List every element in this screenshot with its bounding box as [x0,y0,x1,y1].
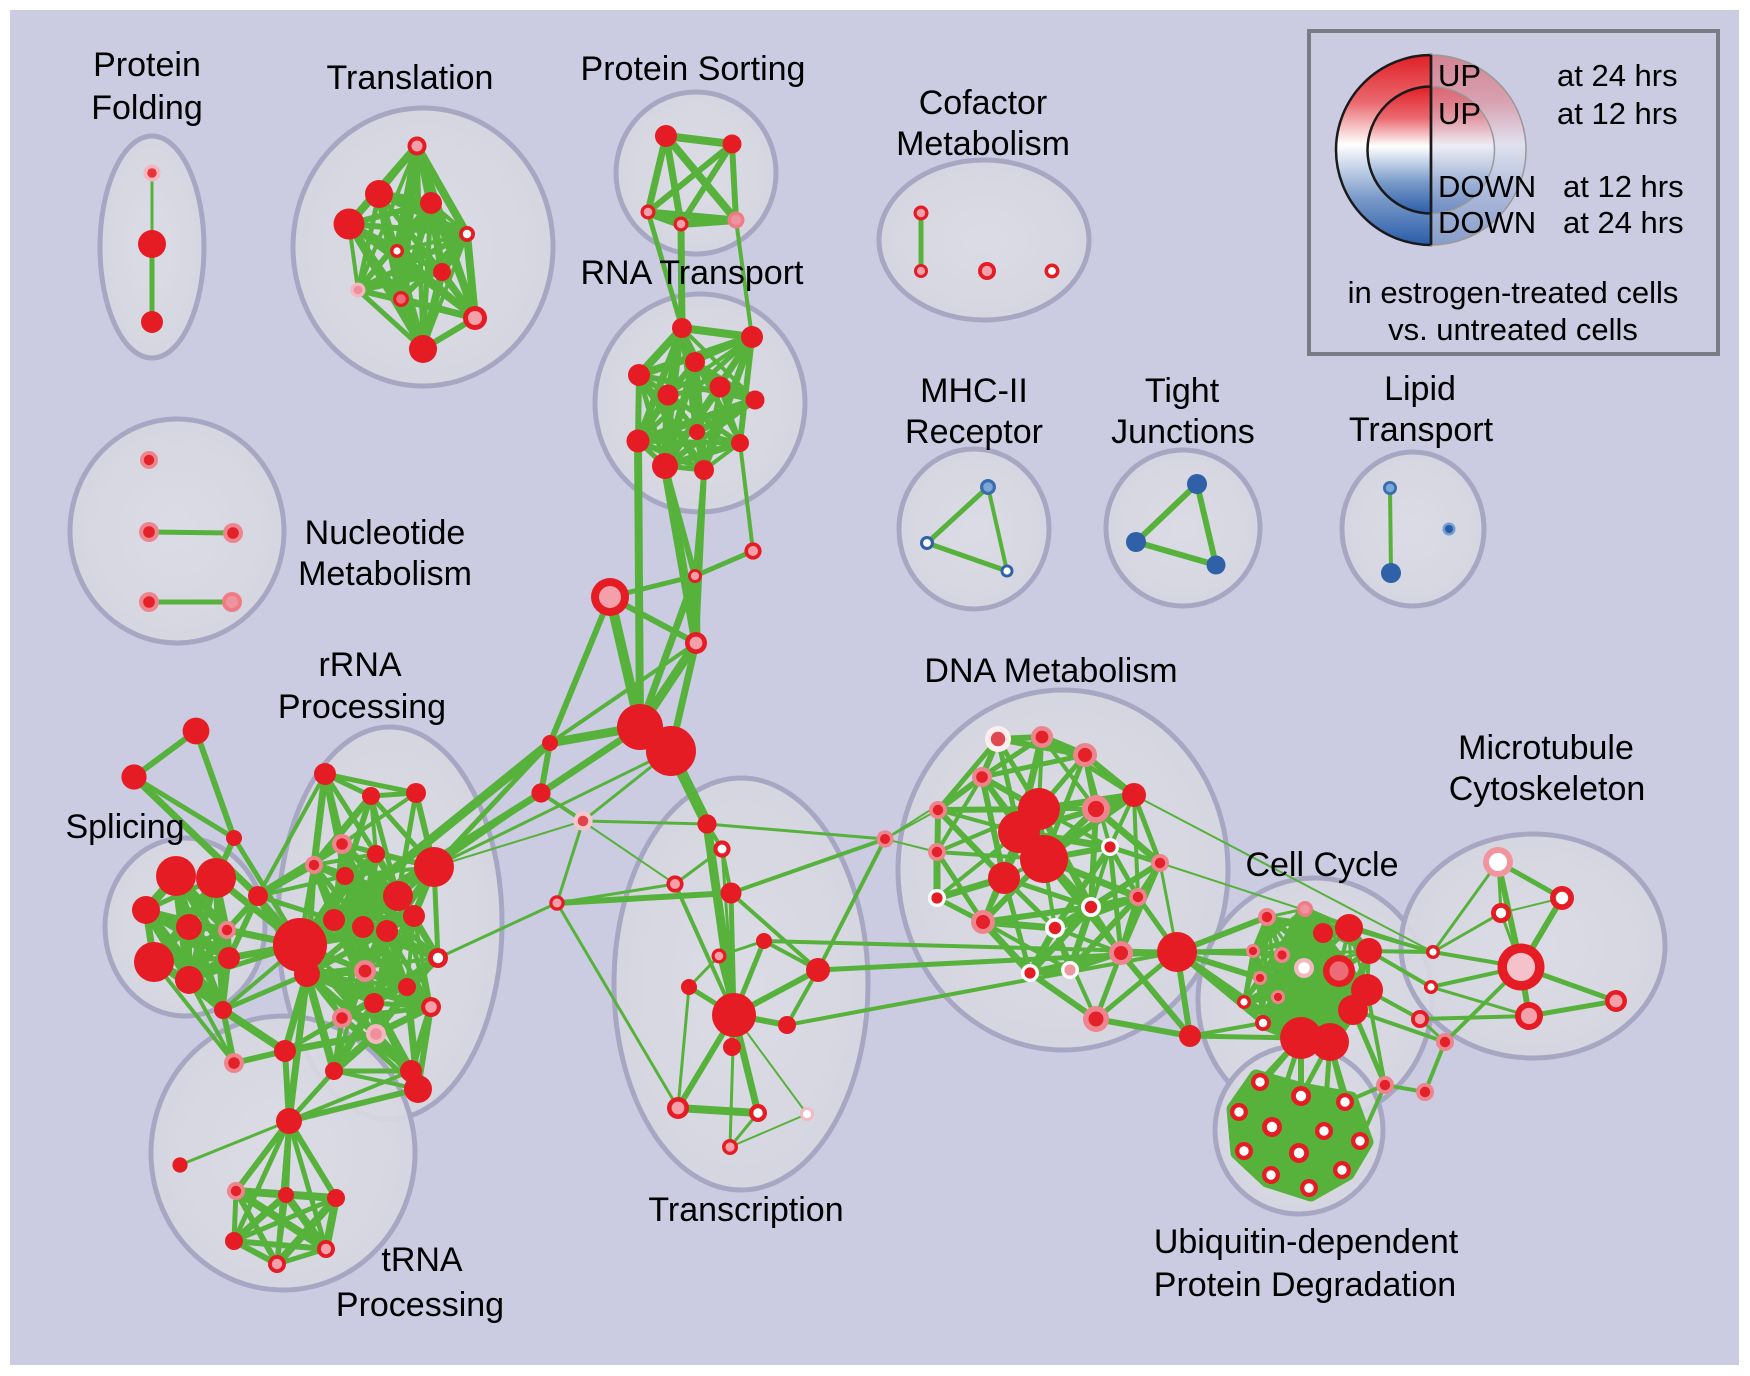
svg-text:Folding: Folding [91,89,203,127]
svg-text:DNA Metabolism: DNA Metabolism [924,652,1177,690]
svg-text:Nucleotide: Nucleotide [305,514,466,552]
svg-text:tRNA: tRNA [381,1241,463,1279]
svg-text:at 24 hrs: at 24 hrs [1563,205,1684,240]
svg-text:in estrogen-treated cells: in estrogen-treated cells [1348,275,1679,310]
svg-text:Tight: Tight [1145,372,1220,410]
svg-text:UP: UP [1438,58,1481,93]
svg-text:Cell Cycle: Cell Cycle [1245,846,1398,884]
svg-text:Metabolism: Metabolism [896,125,1070,163]
svg-text:DOWN: DOWN [1438,205,1536,240]
svg-text:rRNA: rRNA [318,646,401,684]
svg-text:Metabolism: Metabolism [298,555,472,593]
svg-text:Processing: Processing [278,688,446,726]
svg-text:Transport: Transport [1349,411,1494,449]
svg-text:UP: UP [1438,96,1481,131]
svg-text:Transcription: Transcription [648,1191,843,1229]
svg-text:at 12 hrs: at 12 hrs [1563,169,1684,204]
svg-text:Lipid: Lipid [1384,370,1456,408]
svg-text:MHC-II: MHC-II [920,372,1028,410]
svg-text:Junctions: Junctions [1111,413,1255,451]
svg-text:Splicing: Splicing [65,808,184,846]
svg-text:at 24 hrs: at 24 hrs [1557,58,1678,93]
svg-text:Protein Degradation: Protein Degradation [1154,1266,1456,1304]
svg-text:Cofactor: Cofactor [919,84,1048,122]
svg-text:at 12 hrs: at 12 hrs [1557,96,1678,131]
svg-text:Protein Sorting: Protein Sorting [581,50,806,88]
svg-text:Ubiquitin-dependent: Ubiquitin-dependent [1154,1223,1459,1261]
svg-text:Receptor: Receptor [905,413,1043,451]
svg-text:DOWN: DOWN [1438,169,1536,204]
svg-text:Cytoskeleton: Cytoskeleton [1449,770,1646,808]
svg-text:Microtubule: Microtubule [1458,729,1634,767]
svg-text:Protein: Protein [93,46,201,84]
svg-text:RNA Transport: RNA Transport [581,254,805,292]
svg-text:Translation: Translation [327,59,494,97]
svg-text:vs. untreated cells: vs. untreated cells [1388,312,1638,347]
svg-text:Processing: Processing [336,1286,504,1324]
